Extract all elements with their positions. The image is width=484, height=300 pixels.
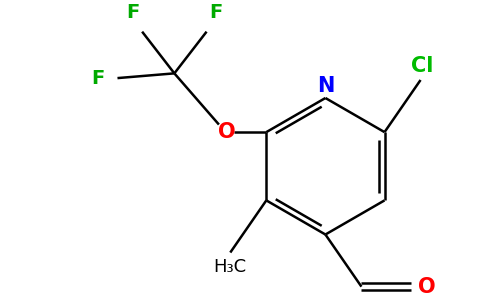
- Text: Cl: Cl: [411, 56, 434, 76]
- Text: H₃C: H₃C: [214, 258, 247, 276]
- Text: F: F: [126, 3, 139, 22]
- Text: N: N: [317, 76, 334, 96]
- Text: O: O: [418, 277, 436, 297]
- Text: O: O: [218, 122, 235, 142]
- Text: F: F: [91, 69, 104, 88]
- Text: F: F: [210, 3, 223, 22]
